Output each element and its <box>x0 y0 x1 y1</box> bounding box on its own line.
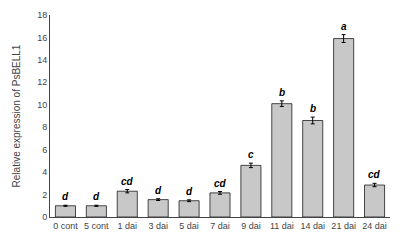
svg-text:12: 12 <box>37 77 47 87</box>
svg-text:5 dai: 5 dai <box>179 221 199 231</box>
svg-text:0 cont: 0 cont <box>53 221 78 231</box>
svg-text:cd: cd <box>214 178 227 189</box>
svg-text:21 dai: 21 dai <box>331 221 356 231</box>
svg-text:cd: cd <box>368 169 381 180</box>
svg-text:11 dai: 11 dai <box>270 221 294 231</box>
svg-text:16: 16 <box>37 33 47 43</box>
svg-text:2: 2 <box>42 190 47 200</box>
svg-text:b: b <box>279 87 285 98</box>
svg-text:24 dai: 24 dai <box>362 221 387 231</box>
svg-text:6: 6 <box>42 145 47 155</box>
svg-text:d: d <box>155 185 162 196</box>
svg-text:cd: cd <box>121 176 134 187</box>
svg-text:14: 14 <box>37 55 47 65</box>
svg-text:14 dai: 14 dai <box>300 221 325 231</box>
svg-text:a: a <box>341 21 347 32</box>
svg-text:0: 0 <box>42 212 47 222</box>
svg-text:5 cont: 5 cont <box>84 221 109 231</box>
svg-text:7 dai: 7 dai <box>210 221 230 231</box>
svg-text:c: c <box>248 149 254 160</box>
svg-text:10: 10 <box>37 100 47 110</box>
svg-text:d: d <box>93 191 100 202</box>
svg-text:9 dai: 9 dai <box>241 221 261 231</box>
svg-text:d: d <box>62 191 69 202</box>
svg-text:d: d <box>186 186 193 197</box>
svg-text:Relative expression of PsBELL1: Relative expression of PsBELL1 <box>11 44 22 187</box>
svg-text:b: b <box>310 103 316 114</box>
svg-text:1 dai: 1 dai <box>118 221 138 231</box>
svg-text:4: 4 <box>42 167 47 177</box>
svg-text:8: 8 <box>42 122 47 132</box>
svg-text:18: 18 <box>37 10 47 20</box>
svg-text:3 dai: 3 dai <box>148 221 168 231</box>
